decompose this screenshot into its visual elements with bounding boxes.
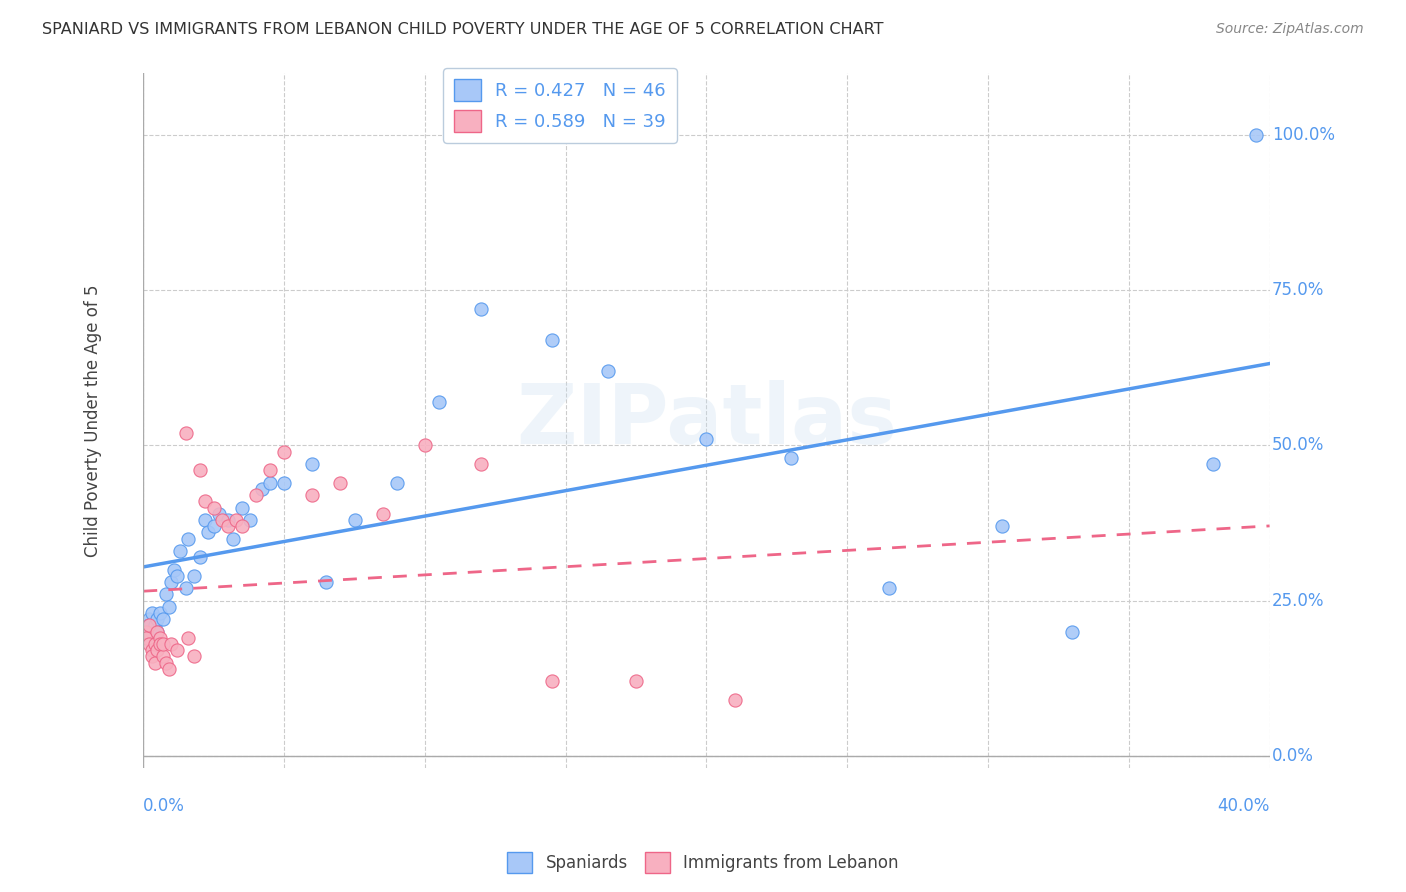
Point (222, 532, 245, 546)
Text: SPANIARD VS IMMIGRANTS FROM LEBANON CHILD POVERTY UNDER THE AGE OF 5 CORRELATION: SPANIARD VS IMMIGRANTS FROM LEBANON CHIL… (42, 22, 884, 37)
Point (231, 519, 253, 533)
Point (157, 599, 180, 614)
Point (301, 457, 323, 471)
Point (138, 637, 160, 651)
Point (413, 438, 436, 452)
Point (385, 475, 408, 490)
Point (146, 624, 169, 639)
Point (470, 301, 492, 316)
Point (723, 693, 745, 707)
Point (470, 457, 492, 471)
Point (202, 519, 225, 533)
Point (166, 569, 188, 583)
Legend: Spaniards, Immigrants from Lebanon: Spaniards, Immigrants from Lebanon (501, 846, 905, 880)
Text: 0.0%: 0.0% (1272, 747, 1313, 764)
Point (329, 475, 352, 490)
Point (143, 656, 166, 670)
Point (343, 513, 366, 527)
Point (596, 364, 619, 378)
Point (273, 444, 295, 458)
Point (155, 587, 177, 601)
Point (780, 450, 803, 465)
Point (149, 631, 172, 645)
Point (217, 519, 239, 533)
Text: Source: ZipAtlas.com: Source: ZipAtlas.com (1216, 22, 1364, 37)
Point (188, 463, 211, 477)
Point (141, 606, 163, 620)
Point (301, 488, 323, 502)
Point (225, 513, 247, 527)
Point (157, 662, 180, 676)
Point (177, 532, 200, 546)
Text: Child Poverty Under the Age of 5: Child Poverty Under the Age of 5 (83, 285, 101, 557)
Point (138, 618, 160, 632)
Point (202, 500, 225, 515)
Point (138, 612, 160, 626)
Point (135, 624, 157, 639)
Text: ZIPatlas: ZIPatlas (516, 380, 897, 461)
Text: 100.0%: 100.0% (1272, 127, 1334, 145)
Point (174, 426, 197, 441)
Point (149, 637, 172, 651)
Point (155, 656, 177, 670)
Text: 75.0%: 75.0% (1272, 281, 1324, 300)
Point (1244, 128, 1267, 143)
Text: 0.0%: 0.0% (143, 797, 186, 814)
Point (174, 581, 197, 595)
Point (160, 574, 183, 589)
Point (231, 500, 253, 515)
Point (540, 333, 562, 347)
Text: 25.0%: 25.0% (1272, 591, 1324, 609)
Point (177, 631, 200, 645)
Point (239, 513, 262, 527)
Point (152, 612, 174, 626)
Point (194, 513, 217, 527)
Point (991, 519, 1014, 533)
Point (1202, 457, 1225, 471)
Point (152, 649, 174, 664)
Point (208, 507, 231, 521)
Point (540, 674, 562, 689)
Point (273, 475, 295, 490)
Point (879, 581, 901, 595)
Point (138, 618, 160, 632)
Point (188, 550, 211, 565)
Point (169, 544, 191, 558)
Point (194, 494, 217, 508)
Point (135, 631, 157, 645)
Point (166, 643, 188, 657)
Point (141, 649, 163, 664)
Text: 50.0%: 50.0% (1272, 436, 1324, 455)
Point (259, 463, 281, 477)
Point (146, 612, 169, 626)
Point (259, 475, 281, 490)
Point (146, 643, 169, 657)
Point (183, 569, 205, 583)
Point (1062, 624, 1084, 639)
Point (217, 513, 239, 527)
Point (163, 563, 186, 577)
Point (149, 606, 172, 620)
Point (427, 395, 450, 409)
Legend: R = 0.427   N = 46, R = 0.589   N = 39: R = 0.427 N = 46, R = 0.589 N = 39 (443, 69, 676, 143)
Point (245, 488, 267, 502)
Point (624, 674, 647, 689)
Point (315, 574, 337, 589)
Point (197, 525, 219, 540)
Point (160, 637, 183, 651)
Point (135, 624, 157, 639)
Point (152, 637, 174, 651)
Point (250, 482, 273, 496)
Text: 40.0%: 40.0% (1218, 797, 1270, 814)
Point (371, 507, 394, 521)
Point (141, 643, 163, 657)
Point (141, 624, 163, 639)
Point (695, 432, 717, 446)
Point (183, 649, 205, 664)
Point (143, 618, 166, 632)
Point (211, 513, 233, 527)
Point (143, 637, 166, 651)
Point (146, 624, 169, 639)
